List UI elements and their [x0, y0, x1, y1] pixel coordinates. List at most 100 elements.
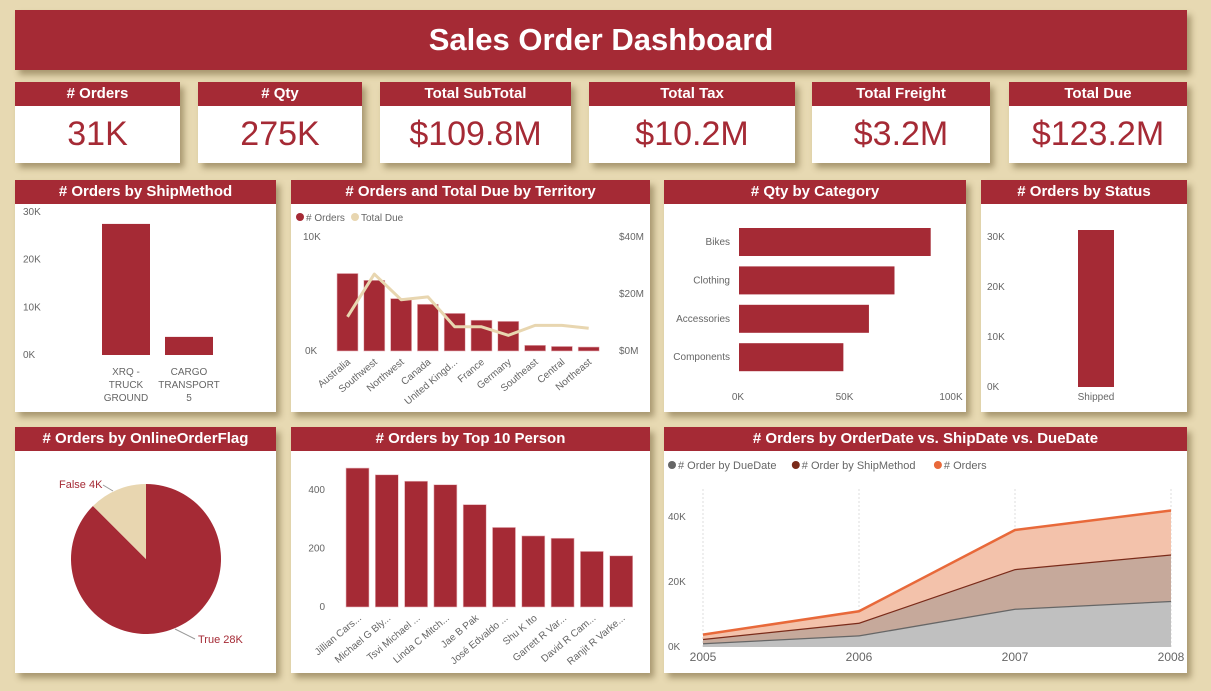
- leader-line: [174, 628, 196, 640]
- bar: [609, 555, 634, 608]
- y-tick-label: 400: [308, 485, 325, 496]
- kpi-value: $3.2M: [853, 115, 949, 153]
- y-tick-label: 0K: [987, 382, 1000, 393]
- kpi-value: 275K: [240, 115, 320, 153]
- dates-area-chart[interactable]: # Orders by OrderDate vs. ShipDate vs. D…: [664, 427, 1187, 673]
- x-tick-label: 0K: [732, 392, 745, 403]
- kpi-label: Total Tax: [589, 82, 795, 106]
- kpi-value: $109.8M: [409, 115, 542, 153]
- x-tick-label: TRUCK: [109, 380, 144, 391]
- bar: [462, 504, 487, 608]
- legend-marker: [296, 213, 304, 221]
- y-tick-label: 30K: [987, 232, 1005, 243]
- y-tick-label: Components: [673, 352, 730, 363]
- bar: [524, 345, 546, 352]
- pie-slice: [92, 484, 146, 559]
- bar: [580, 551, 604, 608]
- legend-marker: [791, 461, 800, 469]
- top-person-chart[interactable]: # Orders by Top 10 Person 0 200 400 Jillian…: [291, 427, 650, 673]
- legend-marker: [351, 213, 359, 221]
- legend-label: # Order by ShipMethod: [802, 460, 916, 472]
- legend-marker: [668, 461, 676, 469]
- x-tick-label: 2006: [846, 650, 873, 664]
- y-tick-label: 10K: [23, 302, 41, 313]
- y-tick-label: 20K: [668, 577, 686, 588]
- bar: [165, 336, 213, 355]
- pie-label: True 28K: [198, 634, 244, 646]
- kpi-card[interactable]: Total SubTotal $109.8M: [380, 82, 571, 163]
- shipmethod-chart[interactable]: # Orders by ShipMethod 0K 10K 20K 30K XRQ - T…: [15, 180, 276, 412]
- bar: [102, 223, 150, 355]
- y-tick-label: Clothing: [693, 275, 730, 286]
- y-tick-label: $20M: [619, 289, 644, 300]
- status-chart[interactable]: # Orders by Status 0K 10K 20K 30K Shipped: [981, 180, 1187, 412]
- page-title: Sales Order Dashboard: [15, 10, 1187, 70]
- chart-title: # Orders by ShipMethod: [15, 180, 276, 204]
- leader-line: [102, 484, 114, 492]
- bar: [417, 303, 439, 352]
- kpi-label: # Qty: [198, 82, 362, 106]
- y-tick-label: 0K: [668, 642, 681, 653]
- legend-label: # Orders: [306, 213, 345, 224]
- y-tick-label: 20K: [23, 255, 41, 266]
- chart-title: # Orders by OrderDate vs. ShipDate vs. D…: [664, 427, 1187, 451]
- chart-title: # Orders by OnlineOrderFlag: [15, 427, 276, 451]
- online-flag-chart[interactable]: # Orders by OnlineOrderFlag True 28K Fals…: [15, 427, 276, 673]
- bar: [739, 228, 931, 256]
- y-tick-label: 30K: [23, 207, 41, 218]
- legend-label: Total Due: [361, 213, 404, 224]
- category-chart[interactable]: # Qty by Category Bikes Clothing Accessori…: [664, 180, 966, 412]
- legend-label: # Orders: [944, 460, 987, 472]
- kpi-value: 31K: [67, 115, 128, 153]
- y-tick-label: 0K: [305, 346, 318, 357]
- x-tick-label: 50K: [836, 392, 854, 403]
- y-tick-label: 0: [319, 602, 325, 613]
- chart-title: # Qty by Category: [664, 180, 966, 204]
- legend-marker: [933, 461, 942, 469]
- x-tick-label: XRQ -: [112, 367, 140, 378]
- x-tick-label: 2005: [690, 650, 717, 664]
- bar: [577, 346, 600, 352]
- bar: [404, 480, 428, 608]
- y-tick-label: 200: [308, 544, 325, 555]
- kpi-value: $10.2M: [635, 115, 749, 153]
- y-tick-label: 0K: [23, 350, 36, 361]
- bar: [345, 467, 370, 608]
- y-tick-label: $40M: [619, 232, 644, 243]
- y-tick-label: 10K: [303, 232, 321, 243]
- x-tick-label: Shipped: [1078, 392, 1115, 403]
- bar: [470, 319, 493, 352]
- bar: [521, 535, 546, 608]
- bar: [739, 266, 895, 295]
- y-tick-label: $0M: [619, 346, 638, 357]
- bar: [336, 273, 359, 352]
- bar: [739, 343, 844, 372]
- y-tick-label: 40K: [668, 512, 686, 523]
- bar: [739, 304, 869, 333]
- kpi-card[interactable]: Total Due $123.2M: [1009, 82, 1187, 163]
- kpi-card[interactable]: Total Tax $10.2M: [589, 82, 795, 163]
- x-tick-label: 2008: [1158, 650, 1185, 664]
- x-tick-label: 100K: [939, 392, 963, 403]
- chart-title: # Orders by Top 10 Person: [291, 427, 650, 451]
- chart-title: # Orders by Status: [981, 180, 1187, 204]
- x-tick-label: TRANSPORT: [158, 380, 220, 391]
- x-tick-label: 5: [186, 393, 192, 404]
- bar: [433, 484, 458, 608]
- kpi-card[interactable]: Total Freight $3.2M: [812, 82, 990, 163]
- x-tick-label: GROUND: [104, 393, 148, 404]
- area-fill: [703, 510, 1171, 639]
- x-tick-label: CARGO: [171, 367, 208, 378]
- area-fill: [703, 554, 1171, 644]
- kpi-label: Total SubTotal: [380, 82, 571, 106]
- series-line: [702, 509, 1172, 636]
- kpi-label: Total Freight: [812, 82, 990, 106]
- territory-chart[interactable]: # Orders and Total Due by Territory # Or…: [291, 180, 650, 412]
- pie-label: False 4K: [59, 479, 103, 491]
- bar: [551, 346, 573, 352]
- kpi-card[interactable]: # Qty 275K: [198, 82, 362, 163]
- kpi-label: Total Due: [1009, 82, 1187, 106]
- kpi-card[interactable]: # Orders 31K: [15, 82, 180, 163]
- bar: [390, 298, 412, 352]
- kpi-label: # Orders: [15, 82, 180, 106]
